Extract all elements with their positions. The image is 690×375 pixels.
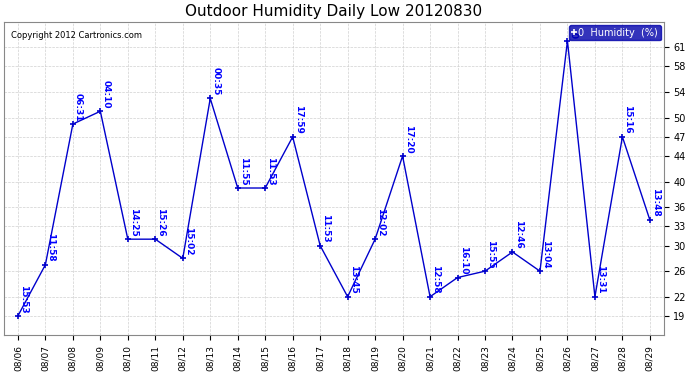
Text: 17:59: 17:59: [294, 105, 303, 134]
Text: 06:31: 06:31: [74, 93, 83, 121]
Text: 15:26: 15:26: [157, 208, 166, 236]
Text: 17:20: 17:20: [404, 124, 413, 153]
Text: 11:53: 11:53: [322, 214, 331, 243]
Text: 12:46: 12:46: [513, 220, 522, 249]
Text: 12:58: 12:58: [431, 266, 440, 294]
Text: 11:55: 11:55: [239, 157, 248, 185]
Text: Copyright 2012 Cartronics.com: Copyright 2012 Cartronics.com: [11, 31, 141, 40]
Text: 11:53: 11:53: [266, 157, 275, 185]
Text: 15:16: 15:16: [624, 105, 633, 134]
Text: 13:31: 13:31: [596, 266, 605, 294]
Text: 11:58: 11:58: [46, 233, 55, 262]
Text: 16:10: 16:10: [459, 246, 468, 275]
Text: 13:48: 13:48: [651, 189, 660, 217]
Text: 15:02: 15:02: [184, 227, 193, 256]
Text: 0: 0: [569, 32, 578, 38]
Title: Outdoor Humidity Daily Low 20120830: Outdoor Humidity Daily Low 20120830: [186, 4, 482, 19]
Text: 00:35: 00:35: [211, 68, 220, 96]
Text: 15:55: 15:55: [486, 240, 495, 268]
Text: 15:53: 15:53: [19, 285, 28, 313]
Text: 13:04: 13:04: [541, 240, 550, 268]
Legend: 0  Humidity  (%): 0 Humidity (%): [569, 25, 661, 40]
Text: 13:45: 13:45: [348, 265, 357, 294]
Text: 14:25: 14:25: [129, 208, 138, 236]
Text: 04:10: 04:10: [101, 80, 110, 108]
Text: 12:02: 12:02: [376, 208, 385, 236]
